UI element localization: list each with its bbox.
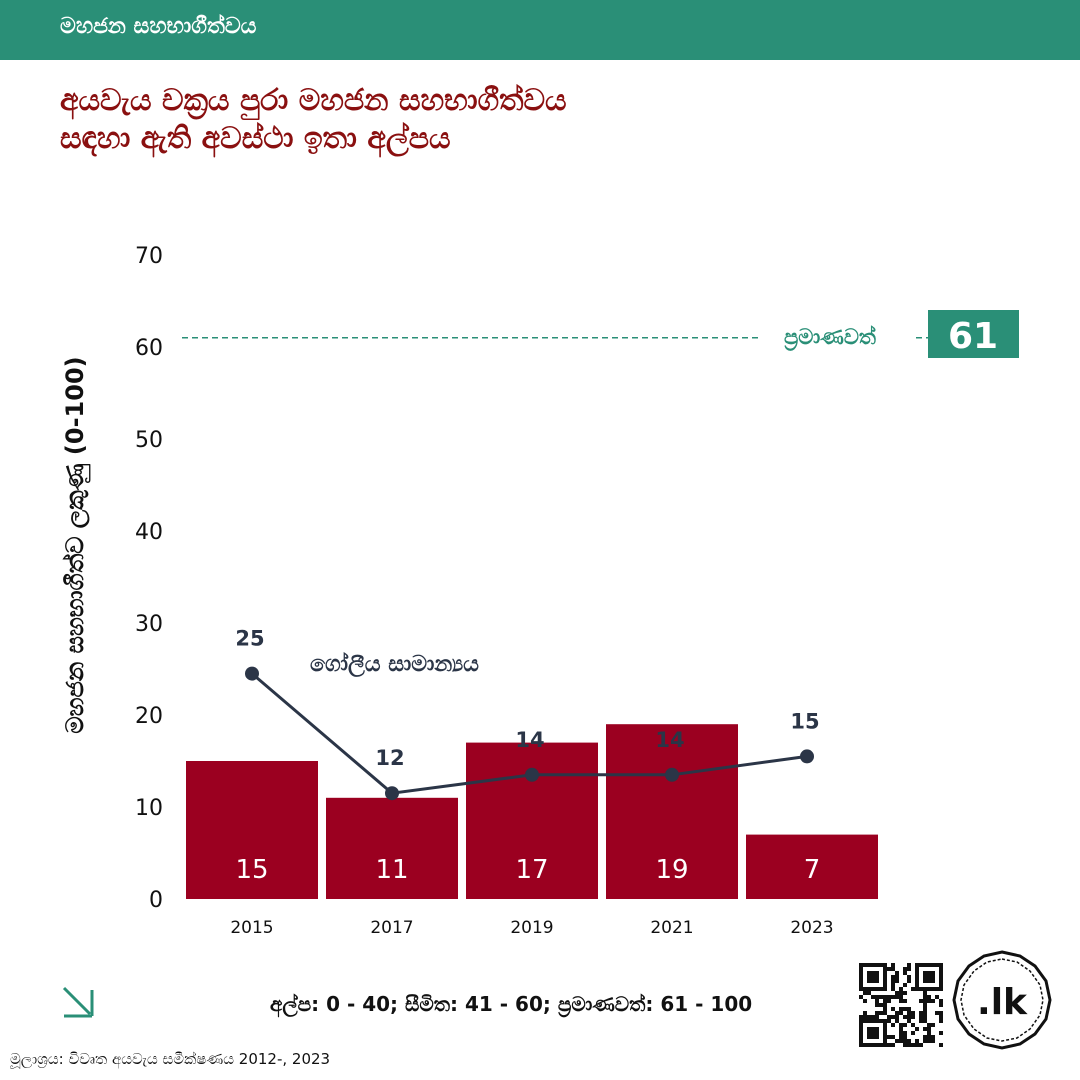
- y-tick-label: 10: [135, 796, 163, 821]
- x-tick-label: 2015: [230, 918, 273, 938]
- line-point-label: 15: [790, 709, 819, 733]
- line-point: [800, 749, 814, 764]
- x-tick-label: 2019: [510, 918, 553, 938]
- line-point-label: 12: [375, 746, 404, 770]
- header-bar: මහජන සහභාගීත්වය: [0, 0, 1080, 60]
- reference-label: ප්‍රමාණවත්: [784, 325, 876, 352]
- line-point-label: 25: [235, 627, 264, 651]
- line-point: [525, 767, 539, 782]
- y-tick-label: 60: [135, 336, 163, 361]
- lk-logo-icon: .lk: [952, 950, 1052, 1050]
- y-tick-label: 50: [135, 428, 163, 453]
- bar-value-label: 7: [804, 855, 821, 885]
- line-point: [245, 666, 259, 681]
- page-title: අයවැය චක්‍රය පුරා මහජන සහභාගීත්වය සඳහා ඇ…: [60, 82, 1020, 158]
- y-tick-label: 20: [135, 704, 163, 729]
- qr-code-icon: [858, 962, 944, 1048]
- y-tick-label: 30: [135, 612, 163, 637]
- line-series-label: ගෝලීය සාමාන්‍යය: [310, 651, 479, 678]
- line-point: [385, 786, 399, 801]
- title-line-2: සඳහා ඇති අවස්ථා ඉතා අල්පය: [60, 121, 451, 156]
- y-tick-label: 0: [149, 888, 163, 913]
- bar-value-label: 17: [515, 855, 548, 885]
- bar: [186, 761, 318, 899]
- bar: [746, 834, 878, 899]
- bar-value-label: 11: [375, 855, 408, 885]
- line-point-label: 14: [655, 728, 684, 752]
- legend-note: අල්ප: 0 - 40; සීමිත: 41 - 60; ප්‍රමාණවත්…: [270, 992, 753, 1016]
- y-tick-label: 40: [135, 520, 163, 545]
- bar: [326, 797, 458, 899]
- header-label: මහජන සහභාගීත්වය: [60, 14, 257, 39]
- x-tick-label: 2017: [370, 918, 413, 938]
- logo-text: .lk: [977, 982, 1028, 1023]
- line-point: [665, 767, 679, 782]
- x-tick-label: 2021: [650, 918, 693, 938]
- bar-value-label: 19: [655, 855, 688, 885]
- reference-value-box: [928, 310, 1019, 358]
- title-line-1: අයවැය චක්‍රය පුරා මහජන සහභාගීත්වය: [60, 83, 567, 118]
- line-point-label: 14: [515, 728, 544, 752]
- y-tick-label: 70: [135, 244, 163, 269]
- source-text: මූලාශ්‍රය: විවෘත අයවැය සමීක්ෂණය 2012-, 2…: [10, 1050, 331, 1068]
- bar-value-label: 15: [235, 855, 268, 885]
- reference-value-label: 61: [948, 316, 998, 357]
- bar: [606, 724, 738, 899]
- arrow-down-right-icon: [62, 986, 94, 1018]
- x-tick-label: 2023: [790, 918, 833, 938]
